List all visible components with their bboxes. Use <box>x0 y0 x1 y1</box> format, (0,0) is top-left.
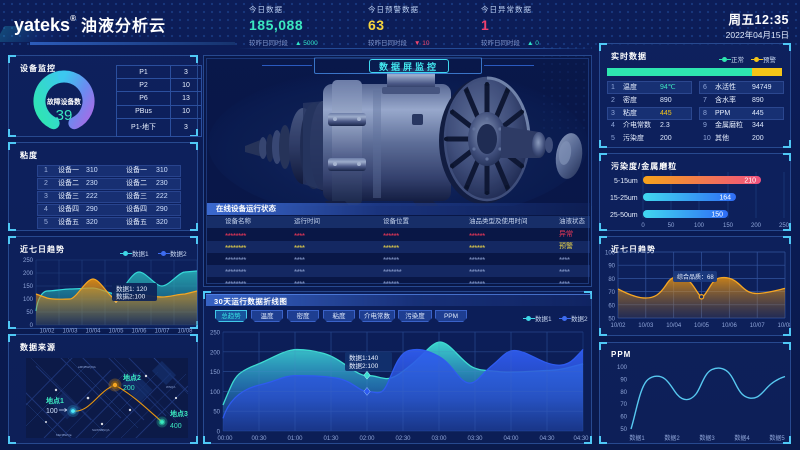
svg-text:60: 60 <box>608 303 615 309</box>
svg-text:10/04: 10/04 <box>666 323 682 329</box>
svg-text:10/06: 10/06 <box>722 323 738 329</box>
svg-text:90: 90 <box>608 264 615 270</box>
svg-text:100: 100 <box>210 390 221 396</box>
svg-text:10/02: 10/02 <box>610 323 626 329</box>
svg-text:80: 80 <box>620 390 627 396</box>
svg-text:10/03: 10/03 <box>638 323 654 329</box>
svg-text:150: 150 <box>210 370 221 376</box>
svg-text:03:30: 03:30 <box>467 436 483 442</box>
svg-text:MENBWQ●: MENBWQ● <box>56 433 72 437</box>
svg-text:70: 70 <box>608 290 615 296</box>
svg-text:250: 250 <box>779 223 790 229</box>
svg-text:250: 250 <box>23 258 34 264</box>
svg-text:100: 100 <box>23 297 34 303</box>
svg-text:400: 400 <box>170 423 182 430</box>
svg-text:01:30: 01:30 <box>323 436 339 442</box>
svg-text:50: 50 <box>213 410 220 416</box>
svg-text:10/02: 10/02 <box>39 329 55 335</box>
svg-text:04:30: 04:30 <box>573 436 589 442</box>
svg-text:WNQA: WNQA <box>166 385 175 389</box>
svg-text:60: 60 <box>620 415 627 421</box>
svg-text:0: 0 <box>30 323 34 329</box>
svg-text:10/03: 10/03 <box>62 329 78 335</box>
svg-text:数据4: 数据4 <box>734 434 750 442</box>
svg-text:10/08: 10/08 <box>777 323 790 329</box>
svg-text:数据3: 数据3 <box>699 434 715 442</box>
svg-text:02:30: 02:30 <box>395 436 411 442</box>
svg-text:15-25um: 15-25um <box>610 195 638 202</box>
svg-text:10/06: 10/06 <box>131 329 147 335</box>
svg-text:39: 39 <box>56 107 73 124</box>
svg-text:03:00: 03:00 <box>431 436 447 442</box>
svg-text:150: 150 <box>723 223 734 229</box>
svg-text:●MNBWQNA: ●MNBWQNA <box>78 365 96 369</box>
svg-text:04:00: 04:00 <box>503 436 519 442</box>
svg-text:50: 50 <box>620 427 627 433</box>
svg-text:10/07: 10/07 <box>154 329 170 335</box>
svg-text:210: 210 <box>744 178 756 185</box>
svg-text:100: 100 <box>46 408 58 415</box>
svg-text:10/07: 10/07 <box>750 323 766 329</box>
svg-text:数据2:100: 数据2:100 <box>349 361 379 370</box>
svg-text:02:00: 02:00 <box>359 436 375 442</box>
svg-text:0: 0 <box>641 223 645 229</box>
svg-text:90: 90 <box>620 377 627 383</box>
svg-text:地点3: 地点3 <box>170 409 188 418</box>
svg-text:0: 0 <box>217 430 221 436</box>
svg-text:数据1: 数据1 <box>629 434 645 442</box>
svg-text:数据5: 数据5 <box>769 434 785 442</box>
svg-text:100: 100 <box>605 251 616 257</box>
svg-text:200: 200 <box>23 271 34 277</box>
svg-text:10/04: 10/04 <box>85 329 101 335</box>
svg-text:164: 164 <box>719 195 731 202</box>
svg-text:150: 150 <box>711 212 723 219</box>
svg-text:数据2:100: 数据2:100 <box>116 292 146 301</box>
svg-text:00:00: 00:00 <box>217 436 233 442</box>
svg-text:100: 100 <box>617 365 628 371</box>
svg-text:200: 200 <box>751 223 762 229</box>
svg-text:200: 200 <box>123 385 135 392</box>
svg-text:数据2: 数据2 <box>664 434 680 442</box>
svg-text:70: 70 <box>620 402 627 408</box>
svg-text:数据1:140: 数据1:140 <box>349 353 379 362</box>
svg-text:地点2: 地点2 <box>123 373 141 382</box>
svg-text:50: 50 <box>26 310 33 316</box>
svg-text:SHWNBNQA: SHWNBNQA <box>92 428 110 432</box>
svg-text:80: 80 <box>608 277 615 283</box>
svg-text:250: 250 <box>210 331 221 337</box>
svg-text:50: 50 <box>668 223 675 229</box>
svg-text:地点1: 地点1 <box>46 396 64 405</box>
svg-text:5-15um: 5-15um <box>614 178 638 185</box>
svg-text:25-50um: 25-50um <box>610 212 638 219</box>
svg-text:150: 150 <box>23 284 34 290</box>
svg-text:10/05: 10/05 <box>108 329 124 335</box>
svg-text:50: 50 <box>608 317 615 323</box>
svg-text:01:00: 01:00 <box>287 436 303 442</box>
svg-text:00:30: 00:30 <box>251 436 267 442</box>
svg-text:综合品质：68: 综合品质：68 <box>677 273 714 281</box>
svg-text:200: 200 <box>210 350 221 356</box>
svg-text:故障设备数: 故障设备数 <box>47 97 81 106</box>
svg-text:10/05: 10/05 <box>694 323 710 329</box>
svg-text:数据1: 120: 数据1: 120 <box>116 284 147 293</box>
svg-text:100: 100 <box>694 223 705 229</box>
svg-text:04:30: 04:30 <box>539 436 555 442</box>
svg-text:10/08: 10/08 <box>177 329 193 335</box>
